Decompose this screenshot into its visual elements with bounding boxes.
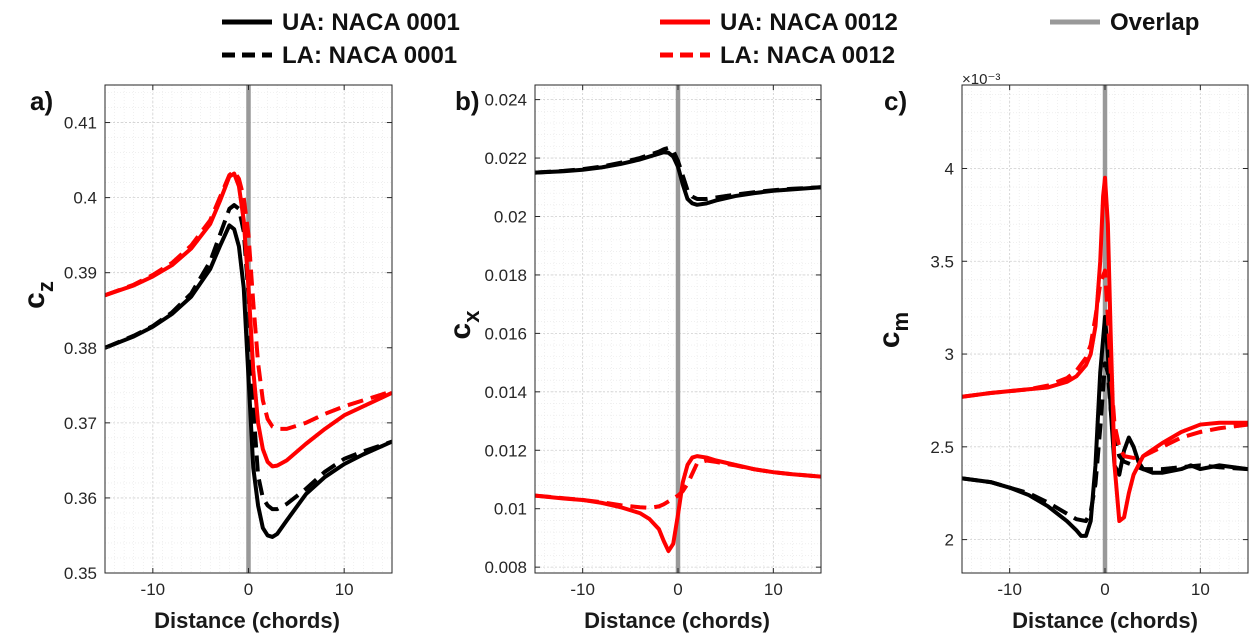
x-axis-label-b: Distance (chords) [584, 608, 770, 633]
x-tick-label: 10 [1191, 580, 1210, 599]
y-tick-label: 0.39 [64, 264, 97, 283]
series-group [535, 145, 821, 554]
series-line [105, 169, 392, 431]
y-axis-label-cz: cz [18, 281, 58, 309]
x-tick-label: 0 [673, 580, 682, 599]
legend-item: LA: NACA 0001 [222, 42, 457, 69]
y-axis-label-cm: cm [873, 312, 913, 348]
y-tick-label: 0.018 [484, 266, 527, 285]
legend-item: UA: NACA 0012 [660, 9, 898, 36]
svg-text:cm: cm [873, 312, 913, 348]
x-tick-label: 0 [1100, 580, 1109, 599]
y-label-sub: m [888, 312, 913, 332]
y-label-main: c [873, 331, 906, 348]
y-tick-label: 2.5 [930, 438, 954, 457]
series-line [535, 145, 821, 201]
y-tick-label: 3 [945, 345, 954, 364]
y-tick-label: 3.5 [930, 252, 954, 271]
y-tick-label: 0.014 [484, 383, 527, 402]
y-tick-label: 2 [945, 531, 954, 550]
series-line [535, 458, 821, 510]
series-line [962, 361, 1248, 524]
x-tick-label: -10 [997, 580, 1022, 599]
x-axis-label-a: Distance (chords) [154, 608, 340, 633]
y-exponent-label: ×10⁻³ [962, 71, 1000, 88]
legend-label: Overlap [1110, 9, 1199, 36]
x-tick-label: -10 [141, 580, 166, 599]
legend-item: Overlap [1050, 9, 1199, 36]
y-tick-label: 4 [945, 159, 954, 178]
y-tick-label: 0.02 [494, 207, 527, 226]
legend-label: UA: NACA 0001 [282, 9, 460, 36]
y-label-sub: x [459, 310, 484, 323]
legend-item: LA: NACA 0012 [660, 42, 895, 69]
y-tick-label: 0.012 [484, 441, 527, 460]
x-tick-label: -10 [570, 580, 595, 599]
y-tick-label: 0.016 [484, 324, 527, 343]
y-tick-label: 0.37 [64, 414, 97, 433]
panel-a-cz: a) cz Distance (chords) -10 0 10 0.35 0.36 0.… [18, 84, 393, 633]
legend-label: LA: NACA 0001 [282, 42, 457, 69]
y-tick-label: 0.01 [494, 500, 527, 519]
legend: UA: NACA 0001 LA: NACA 0001 UA: NACA 0012 L… [222, 9, 1199, 69]
series-line [105, 171, 392, 469]
grid [104, 85, 393, 574]
svg-text:cx: cx [444, 310, 484, 340]
series-line [962, 175, 1248, 524]
y-label-sub: z [33, 281, 58, 292]
y-tick-label: 0.38 [64, 339, 97, 358]
panel-label-a: a) [30, 86, 53, 116]
series-line [962, 268, 1248, 460]
y-axis-label-cx: cx [444, 310, 484, 340]
series-group [105, 169, 392, 539]
legend-label: UA: NACA 0012 [720, 9, 898, 36]
x-tick-label: 10 [335, 580, 354, 599]
y-tick-label: 0.41 [64, 114, 97, 133]
y-label-main: c [444, 323, 477, 340]
y-tick-label: 0.008 [484, 558, 527, 577]
y-tick-label: 0.4 [73, 189, 97, 208]
series-group [962, 175, 1248, 538]
legend-label: LA: NACA 0012 [720, 42, 895, 69]
panel-label-b: b) [455, 86, 480, 116]
panel-b-cx: b) cx Distance (chords) -10 0 10 0.008 0.01 0… [444, 84, 822, 633]
y-label-main: c [18, 292, 51, 309]
x-axis-label-c: Distance (chords) [1012, 608, 1198, 633]
legend-item: UA: NACA 0001 [222, 9, 460, 36]
y-tick-label: 0.024 [484, 91, 527, 110]
x-tick-label: 10 [764, 580, 783, 599]
y-tick-label: 0.022 [484, 149, 527, 168]
x-tick-label: 0 [244, 580, 253, 599]
panel-label-c: c) [884, 86, 907, 116]
svg-text:cz: cz [18, 281, 58, 309]
y-tick-label: 0.36 [64, 489, 97, 508]
y-tick-label: 0.35 [64, 564, 97, 583]
panel-c-cm: c) ×10⁻³ cm Distance (chords) -10 0 10 2 2.5… [873, 71, 1249, 633]
